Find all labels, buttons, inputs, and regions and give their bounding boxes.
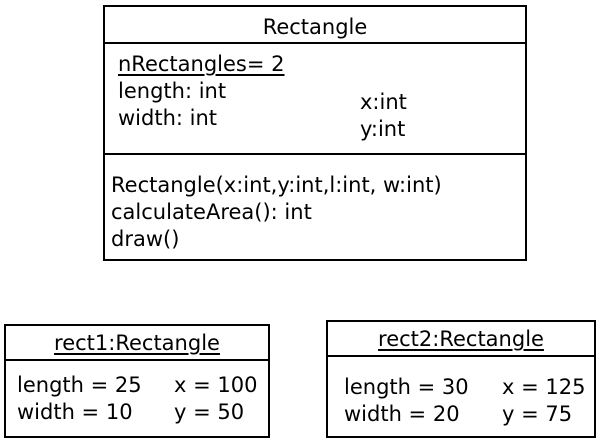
attribute-width: width: int (118, 106, 218, 130)
rect1-x-value: x = 100 (174, 373, 258, 397)
object-divider-rect1 (6, 359, 268, 361)
object-name-rect2: rect2:Rectangle (378, 327, 544, 351)
object-name-rect1: rect1:Rectangle (54, 331, 220, 355)
attribute-length: length: int (118, 79, 227, 103)
static-attribute-nrectangles: nRectangles= 2 (118, 52, 285, 76)
object-divider-rect2 (328, 355, 594, 357)
rect1-width-value: width = 10 (17, 400, 133, 424)
attribute-y: y:int (360, 117, 406, 141)
operation-calculate-area: calculateArea(): int (111, 200, 312, 224)
rect1-length-value: length = 25 (17, 373, 142, 397)
operation-constructor: Rectangle(x:int,y:int,l:int, w:int) (111, 173, 442, 197)
rect2-y-value: y = 75 (502, 402, 573, 426)
rect2-x-value: x = 125 (502, 375, 586, 399)
operation-draw: draw() (111, 227, 180, 251)
attribute-x: x:int (360, 90, 407, 114)
object-box-rect2: rect2:Rectangle length = 30 width = 20 x… (326, 320, 596, 438)
class-name: Rectangle (262, 15, 368, 39)
class-box-rectangle: Rectangle nRectangles= 2 length: int wid… (103, 5, 527, 261)
object-box-rect1: rect1:Rectangle length = 25 width = 10 x… (4, 324, 270, 438)
class-name-divider (105, 42, 525, 44)
rect1-y-value: y = 50 (174, 400, 245, 424)
rect2-width-value: width = 20 (344, 402, 460, 426)
attributes-divider (105, 153, 525, 155)
rect2-length-value: length = 30 (344, 375, 469, 399)
